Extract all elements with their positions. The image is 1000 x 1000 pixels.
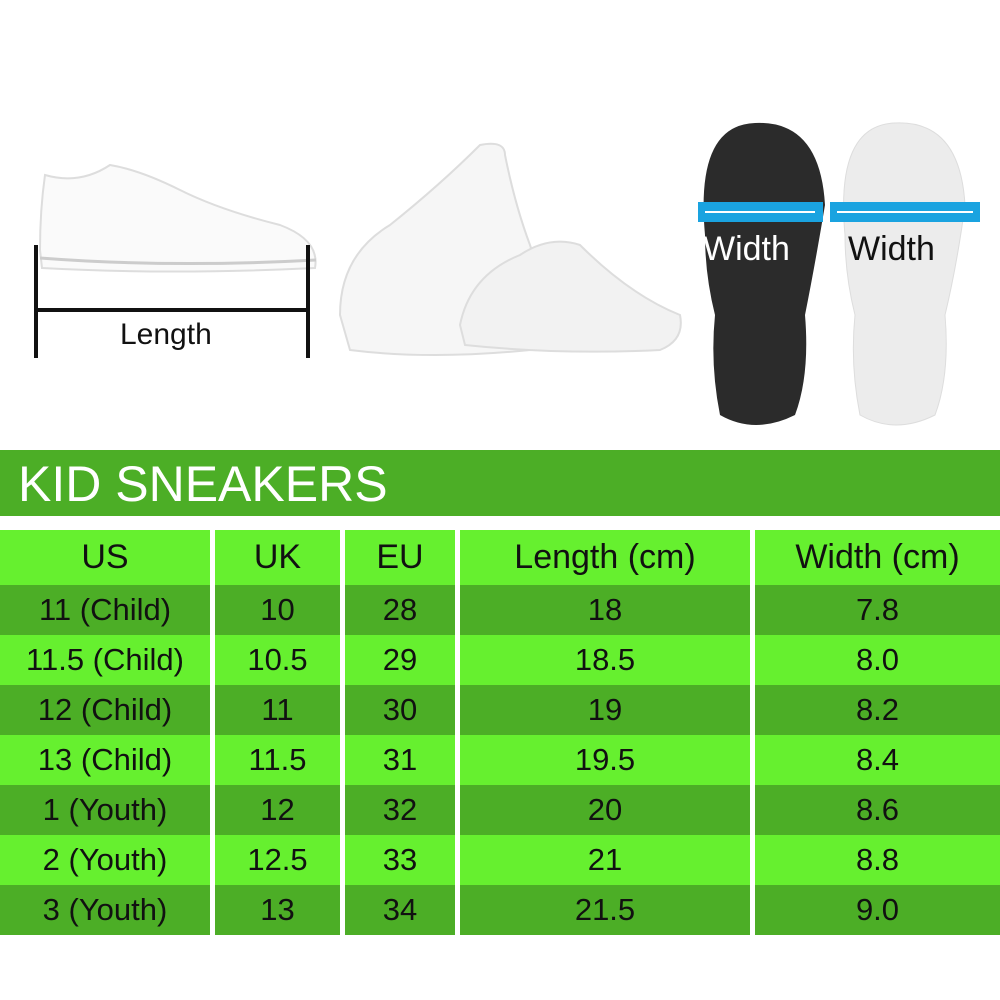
column-header-length: Length (cm) bbox=[460, 530, 750, 585]
width-label-light-sole: Width bbox=[848, 230, 935, 268]
table-cell-width: 8.8 bbox=[755, 835, 1000, 885]
width-label-dark-sole: Width bbox=[703, 230, 790, 268]
table-cell-eu: 32 bbox=[345, 785, 455, 835]
table-cell-eu: 34 bbox=[345, 885, 455, 935]
title-banner: KID SNEAKERS bbox=[0, 450, 1000, 516]
table-cell-uk: 10 bbox=[215, 585, 340, 635]
table-cell-eu: 29 bbox=[345, 635, 455, 685]
table-cell-width: 8.6 bbox=[755, 785, 1000, 835]
column-header-uk: UK bbox=[215, 530, 340, 585]
table-cell-eu: 30 bbox=[345, 685, 455, 735]
table-cell-uk: 11.5 bbox=[215, 735, 340, 785]
size-table: US 11 (Child) 11.5 (Child) 12 (Child) 13 (Ch… bbox=[0, 530, 1000, 935]
table-cell-uk: 10.5 bbox=[215, 635, 340, 685]
side-shoe-illustration bbox=[34, 163, 317, 358]
table-cell-length: 21 bbox=[460, 835, 750, 885]
table-cell-length: 18 bbox=[460, 585, 750, 635]
table-cell-length: 18.5 bbox=[460, 635, 750, 685]
sole-illustrations bbox=[698, 122, 980, 426]
table-cell-us: 11 (Child) bbox=[0, 585, 210, 635]
table-cell-uk: 12.5 bbox=[215, 835, 340, 885]
table-cell-eu: 33 bbox=[345, 835, 455, 885]
column-uk: UK 10 10.5 11 11.5 12 12.5 13 bbox=[215, 530, 340, 935]
column-eu: EU 28 29 30 31 32 33 34 bbox=[345, 530, 455, 935]
table-cell-length: 19.5 bbox=[460, 735, 750, 785]
table-cell-uk: 13 bbox=[215, 885, 340, 935]
column-length: Length (cm) 18 18.5 19 19.5 20 21 21.5 bbox=[460, 530, 750, 935]
chart-title: KID SNEAKERS bbox=[18, 456, 388, 512]
table-cell-width: 8.2 bbox=[755, 685, 1000, 735]
table-cell-eu: 31 bbox=[345, 735, 455, 785]
length-label: Length bbox=[120, 318, 212, 351]
column-us: US 11 (Child) 11.5 (Child) 12 (Child) 13 (Ch… bbox=[0, 530, 210, 935]
column-header-width: Width (cm) bbox=[755, 530, 1000, 585]
table-cell-width: 9.0 bbox=[755, 885, 1000, 935]
column-width: Width (cm) 7.8 8.0 8.2 8.4 8.6 8.8 9.0 bbox=[755, 530, 1000, 935]
table-cell-width: 8.4 bbox=[755, 735, 1000, 785]
column-header-us: US bbox=[0, 530, 210, 585]
table-cell-us: 3 (Youth) bbox=[0, 885, 210, 935]
table-cell-uk: 12 bbox=[215, 785, 340, 835]
column-header-eu: EU bbox=[345, 530, 455, 585]
table-cell-width: 8.0 bbox=[755, 635, 1000, 685]
table-cell-length: 20 bbox=[460, 785, 750, 835]
table-cell-width: 7.8 bbox=[755, 585, 1000, 635]
table-cell-length: 21.5 bbox=[460, 885, 750, 935]
shoe-pair-illustration bbox=[338, 142, 682, 356]
table-cell-us: 11.5 (Child) bbox=[0, 635, 210, 685]
table-cell-us: 2 (Youth) bbox=[0, 835, 210, 885]
table-cell-us: 12 (Child) bbox=[0, 685, 210, 735]
table-cell-us: 13 (Child) bbox=[0, 735, 210, 785]
table-cell-eu: 28 bbox=[345, 585, 455, 635]
table-cell-uk: 11 bbox=[215, 685, 340, 735]
table-cell-length: 19 bbox=[460, 685, 750, 735]
table-cell-us: 1 (Youth) bbox=[0, 785, 210, 835]
